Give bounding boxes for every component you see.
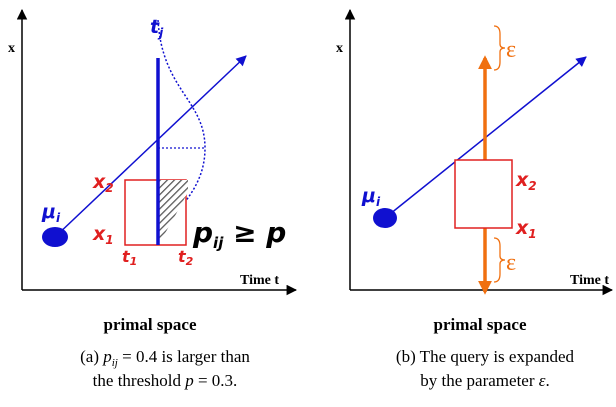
x-axis-label: Time t [240,273,279,288]
brace [493,25,506,71]
caption-line: (b) The query is expanded [396,347,575,366]
y-axis-label: x [8,41,15,56]
mean-label: μi [361,185,381,209]
panel-a: x Time t μi tj x2 x1 t1 t2 pij ≥ p prima… [8,8,298,390]
caption-line: by the parameter ε. [420,371,549,390]
caption-line: (a) pij = 0.4 is larger than [80,347,250,369]
trajectory [54,55,247,238]
brace [493,237,506,283]
x1-label: x1 [92,223,114,247]
epsilon-label: ε [506,37,516,63]
caption-line: the threshold p = 0.3. [93,371,238,390]
probability-area [158,180,188,245]
mean-label: μi [41,201,61,225]
t1-label: t1 [122,247,137,268]
panel-b: x Time t ε ε μi x2 x1 primal space (b) T… [336,8,614,390]
mean-point [373,208,397,228]
x1-label: x1 [515,217,537,241]
inequality: pij ≥ p [192,216,286,252]
x-axis-label: Time t [570,273,609,288]
epsilon-label: ε [506,250,516,276]
space-label: primal space [103,315,196,334]
space-label: primal space [433,315,526,334]
x2-label: x2 [92,171,114,195]
time-label: tj [150,16,164,40]
x2-label: x2 [515,169,537,193]
t2-label: t2 [178,247,194,268]
y-axis-label: x [336,41,343,56]
mean-point [42,227,68,247]
query-box [454,159,513,229]
